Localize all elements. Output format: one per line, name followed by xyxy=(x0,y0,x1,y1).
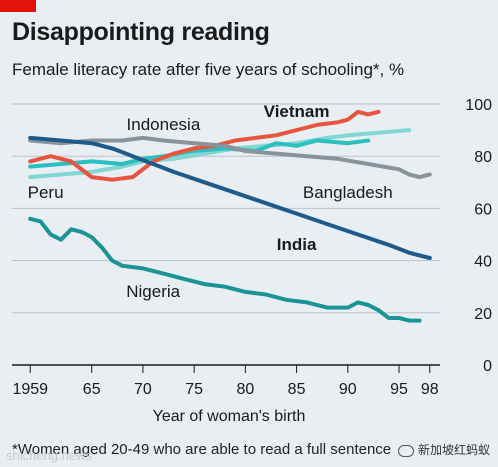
x-tick-label: 85 xyxy=(288,381,306,398)
footnote: *Women aged 20-49 who are able to read a… xyxy=(12,441,392,458)
series-label-indonesia: Indonesia xyxy=(127,115,201,134)
series-label-bangladesh: Bangladesh xyxy=(303,183,393,202)
x-tick-label: 65 xyxy=(83,381,101,398)
series-line-peru xyxy=(28,128,412,180)
watermark-right: 新加坡红蚂蚁 xyxy=(398,441,490,458)
x-axis-label: Year of woman's birth xyxy=(152,408,306,425)
series-label-nigeria: Nigeria xyxy=(126,282,180,301)
x-tick-label: 90 xyxy=(339,381,357,398)
series-label-peru: Peru xyxy=(28,183,64,202)
x-tick-label: 75 xyxy=(185,381,203,398)
y-tick-label: 100 xyxy=(465,97,492,114)
y-tick-label: 0 xyxy=(483,358,492,375)
y-tick-label: 40 xyxy=(474,254,492,271)
series-line-nigeria xyxy=(28,216,422,323)
series-line-indonesia xyxy=(28,138,371,169)
wechat-icon xyxy=(398,444,414,457)
brand-tag xyxy=(0,0,36,12)
y-tick-label: 60 xyxy=(474,201,492,218)
watermark-left: shicheng.news xyxy=(6,448,92,463)
series-line-india xyxy=(28,135,432,260)
watermark-right-text: 新加坡红蚂蚁 xyxy=(418,443,491,457)
series-label-vietnam: Vietnam xyxy=(264,102,330,121)
series-line-bangladesh xyxy=(28,135,432,180)
y-tick-label: 20 xyxy=(474,306,492,323)
chart-subtitle: Female literacy rate after five years of… xyxy=(12,60,405,79)
y-tick-label: 80 xyxy=(474,149,492,166)
x-tick-label: 70 xyxy=(134,381,152,398)
series-label-india: India xyxy=(277,235,317,254)
chart-title: Disappointing reading xyxy=(12,18,270,46)
x-tick-label: 80 xyxy=(236,381,254,398)
x-tick-label: 98 xyxy=(421,381,439,398)
series-line-vietnam xyxy=(28,109,381,182)
x-tick-label: 95 xyxy=(390,381,408,398)
x-tick-label: 1959 xyxy=(12,381,48,398)
